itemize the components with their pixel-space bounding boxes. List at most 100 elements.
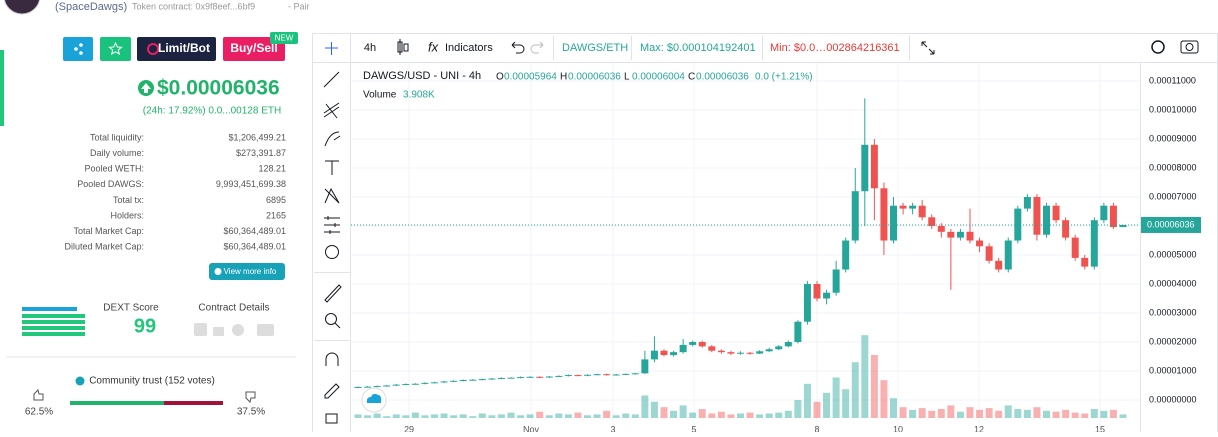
y-tick-label: 0.00007000 xyxy=(1149,191,1197,201)
candle-body xyxy=(1119,224,1127,228)
candle-body xyxy=(679,344,687,353)
thumb-down[interactable] xyxy=(245,391,256,403)
candle-body xyxy=(717,350,725,353)
icon xyxy=(257,324,274,336)
current-price-label: 0.00006036 xyxy=(1147,219,1195,229)
volume-bar xyxy=(909,409,917,418)
candle-body xyxy=(976,240,984,247)
candle-body xyxy=(574,375,582,377)
x-tick-label: 3 xyxy=(610,424,615,432)
candle-body xyxy=(947,231,955,238)
dext-label: DEXT Score xyxy=(103,303,159,314)
candle-body xyxy=(555,375,563,377)
crosshair-tool[interactable] xyxy=(325,42,338,55)
share-icon xyxy=(74,47,78,51)
volume-bar xyxy=(813,401,821,418)
candle-body xyxy=(431,382,438,384)
score-bar xyxy=(22,314,85,318)
volume-bar xyxy=(1119,414,1127,418)
volume-bar xyxy=(1052,411,1060,418)
indicators[interactable]: Indicators xyxy=(445,42,493,54)
magnet-tool[interactable] xyxy=(325,352,339,366)
candle-body xyxy=(1052,205,1060,221)
logo-cloud xyxy=(366,393,382,403)
volume-bar xyxy=(956,411,964,418)
fib-tool[interactable] xyxy=(323,102,340,119)
legend-change: 0.0 (+1.21%) xyxy=(755,72,813,83)
contract-icons xyxy=(194,323,274,336)
zoom-tool[interactable] xyxy=(325,313,337,325)
prediction-tool[interactable] xyxy=(324,216,340,234)
candle-body xyxy=(918,205,926,218)
pair[interactable]: DAWGS/ETH xyxy=(562,42,628,54)
legend-title: DAWGS/USD - UNI - 4h xyxy=(363,70,481,82)
volume-bar xyxy=(708,413,716,418)
line-tool[interactable] xyxy=(323,71,340,88)
volume-bar xyxy=(1062,409,1070,418)
candle-body xyxy=(507,377,515,379)
stat-label: Total liquidity: xyxy=(90,132,144,142)
candle-body xyxy=(956,231,964,238)
text-tool[interactable] xyxy=(325,160,339,175)
candle-body xyxy=(746,352,754,354)
brush-tool[interactable] xyxy=(324,131,341,147)
stat-label: Pooled DAWGS: xyxy=(77,179,144,189)
volume-bar xyxy=(1081,413,1089,418)
volume-bar xyxy=(555,413,563,418)
volume-bar xyxy=(440,413,448,418)
fullscreen-icon[interactable] xyxy=(921,41,935,55)
pattern-tool[interactable] xyxy=(324,187,340,204)
x-tick-label: Nov xyxy=(523,424,540,432)
pair-link[interactable]: - Pair xyxy=(288,1,310,11)
interval[interactable]: 4h xyxy=(364,42,376,54)
volume-bar xyxy=(775,412,783,418)
candle-body xyxy=(459,379,467,381)
undo-icon[interactable] xyxy=(511,41,525,54)
share-icon xyxy=(79,43,83,47)
candle-body xyxy=(650,350,658,360)
icon xyxy=(213,327,224,336)
volume-bar xyxy=(1014,409,1022,418)
token-contract[interactable]: Token contract: 0x9f8eef...6bf9 xyxy=(132,1,255,11)
trust-up: 62.5% xyxy=(25,407,53,418)
settings-icon[interactable] xyxy=(1151,40,1165,54)
candle-body xyxy=(497,377,505,379)
score-bar xyxy=(22,320,85,324)
share-button[interactable] xyxy=(63,37,93,61)
ohlc-value: 0.00005964 xyxy=(504,72,557,83)
chart-type-icon[interactable] xyxy=(397,39,409,55)
volume-bar xyxy=(717,411,725,418)
stat-label: Daily volume: xyxy=(90,148,144,158)
lock-tool[interactable] xyxy=(325,413,338,424)
volume-bar xyxy=(737,413,744,418)
volume-bar xyxy=(976,409,984,418)
volume-bar xyxy=(1004,405,1012,418)
favorite-button[interactable] xyxy=(100,37,131,61)
buy-button[interactable] xyxy=(223,37,285,61)
volume-bar xyxy=(603,410,611,418)
min-price: Min: $0.0…002864216361 xyxy=(770,42,900,54)
redo-icon[interactable] xyxy=(530,41,544,54)
candle-body xyxy=(545,376,553,378)
candle-body xyxy=(364,386,372,388)
candle-body xyxy=(517,377,525,379)
more-info-button[interactable] xyxy=(209,263,285,280)
stat-label: Total Market Cap: xyxy=(73,226,144,236)
emoji-tool[interactable] xyxy=(325,245,339,259)
x-tick-label: 15 xyxy=(1095,424,1105,432)
volume-bar xyxy=(832,377,840,418)
volume-bar xyxy=(536,411,544,418)
current-price-tag xyxy=(1141,216,1201,233)
candle-body xyxy=(1043,205,1050,235)
candle-body xyxy=(995,260,1003,270)
volume-bar xyxy=(392,414,400,418)
ohlc-value: 0.00006036 xyxy=(696,72,749,83)
pencil-tool[interactable] xyxy=(324,383,340,399)
camera-icon[interactable] xyxy=(1180,40,1199,54)
ruler-tool[interactable] xyxy=(324,284,342,303)
stat-label: Total tx: xyxy=(113,195,144,205)
limit-button[interactable] xyxy=(137,37,216,61)
arrow xyxy=(141,83,151,93)
info-icon xyxy=(75,376,85,386)
thumb-up[interactable] xyxy=(33,389,44,401)
